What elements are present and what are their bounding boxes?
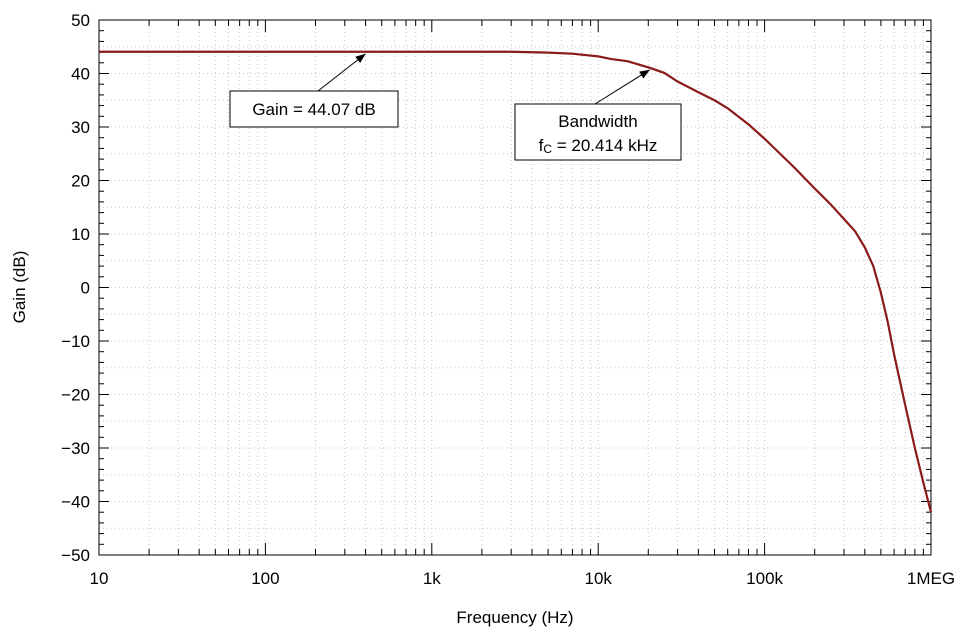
x-tick-labels: 10 100 1k 10k 100k 1MEG <box>90 569 956 588</box>
annotation-arrow-line <box>317 53 366 92</box>
annotation-1: Gain = 44.07 dB <box>229 53 399 128</box>
annotation-arrowhead <box>639 69 650 79</box>
y-tick-label: 0 <box>81 279 90 298</box>
x-tick-label: 1k <box>423 569 441 588</box>
annotation-2: Bandwidth fC = 20.414 kHz <box>514 69 682 161</box>
x-tick-label: 10 <box>90 569 109 588</box>
x-axis-title: Frequency (Hz) <box>456 608 573 627</box>
annotation-arrow-line <box>594 69 651 105</box>
y-tick-label: 30 <box>71 118 90 137</box>
y-tick-label: −10 <box>61 332 90 351</box>
annotation-text: fC = 20.414 kHz <box>539 136 658 156</box>
y-tick-label: 40 <box>71 65 90 84</box>
annotation-text: Gain = 44.07 dB <box>252 100 375 119</box>
gain-curve <box>99 50 933 513</box>
annotation-box <box>229 90 399 128</box>
annotations: Gain = 44.07 dB Bandwidth fC = 20.414 kHz <box>229 53 682 161</box>
y-tick-labels: 50 40 30 20 10 0 −10 −20 −30 −40 −50 <box>61 11 90 565</box>
annotation-text: Bandwidth <box>558 112 637 131</box>
x-tick-label: 100k <box>746 569 783 588</box>
x-tick-label: 10k <box>584 569 612 588</box>
x-tick-label: 1MEG <box>907 569 955 588</box>
y-tick-label: −20 <box>61 386 90 405</box>
axis-ticks <box>98 19 932 556</box>
y-tick-label: −30 <box>61 439 90 458</box>
series-layer <box>99 50 933 513</box>
y-tick-label: 50 <box>71 11 90 30</box>
y-tick-label: 20 <box>71 172 90 191</box>
y-axis-title: Gain (dB) <box>10 251 29 324</box>
grid <box>98 19 932 556</box>
y-tick-label: −50 <box>61 546 90 565</box>
y-tick-label: −40 <box>61 493 90 512</box>
annotation-arrowhead <box>355 53 366 64</box>
x-tick-label: 100 <box>251 569 279 588</box>
annotation-box <box>514 103 682 161</box>
y-tick-label: 10 <box>71 225 90 244</box>
